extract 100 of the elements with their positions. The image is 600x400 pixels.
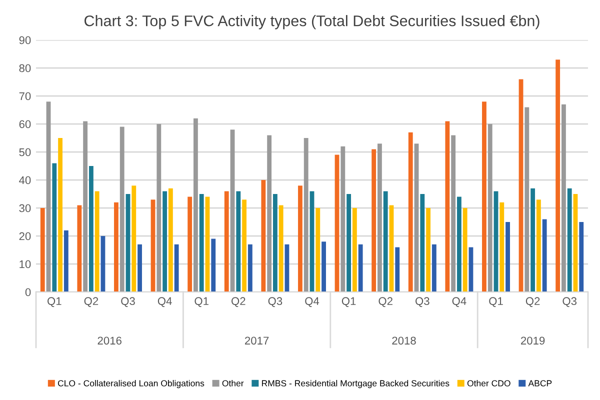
bar (506, 222, 510, 292)
bar (426, 208, 430, 292)
bar (530, 188, 536, 292)
bar (456, 196, 462, 292)
x-tick-label: Q3 (416, 297, 430, 308)
x-tick-label: Q1 (194, 297, 208, 308)
bar (205, 196, 210, 292)
bar (432, 244, 436, 292)
bar (346, 194, 352, 292)
text: 2019 (521, 336, 545, 345)
bar (408, 132, 413, 292)
bar (500, 202, 504, 292)
bar (100, 236, 106, 292)
bar (77, 205, 82, 292)
bar (524, 107, 530, 292)
legend-label: ABCP (528, 380, 552, 386)
x-tick-label: Q2 (526, 297, 540, 308)
y-tick-label: 70 (19, 92, 31, 100)
x-tick-label: Q2 (84, 297, 98, 308)
bar (567, 188, 572, 292)
bar (322, 242, 326, 292)
x-tick-label: Q1 (342, 297, 356, 308)
bar (174, 244, 179, 292)
bar (494, 191, 498, 292)
bar (138, 244, 142, 292)
bar (162, 191, 168, 292)
bar (126, 194, 130, 292)
bar (518, 79, 524, 292)
bar (224, 191, 229, 292)
bar (132, 186, 136, 292)
x-tick-label: Q2 (378, 297, 392, 308)
y-tick-label: 10 (20, 260, 31, 268)
bar (88, 166, 94, 292)
bar (378, 144, 382, 292)
bar (562, 104, 566, 292)
x-tick-label: Q1 (489, 297, 503, 308)
bar (168, 188, 173, 292)
y-tick-label: 20 (19, 232, 31, 240)
bar (120, 126, 124, 292)
x-tick-label: Q3 (562, 297, 577, 308)
bar (156, 124, 162, 292)
bar (334, 154, 340, 292)
x-tick-label: Q2 (232, 297, 246, 308)
y-tick-label: 90 (19, 36, 31, 44)
bar (340, 146, 346, 292)
bar (468, 247, 474, 292)
bar (272, 194, 278, 292)
bar (389, 205, 394, 292)
bar (383, 191, 388, 292)
bar (316, 208, 320, 292)
x-tick-label: Q4 (452, 297, 466, 308)
legend-label: Other (222, 380, 244, 386)
bar (310, 191, 314, 292)
bar (372, 149, 376, 292)
x-tick-label: Q4 (305, 297, 320, 308)
bar (451, 135, 456, 292)
y-tick-label: 0 (25, 288, 31, 296)
bar (236, 191, 241, 292)
bar (46, 102, 51, 292)
bar (230, 130, 235, 292)
x-tick-label: Q1 (48, 297, 62, 308)
bar (83, 121, 88, 292)
bar (482, 102, 486, 292)
bar (261, 180, 266, 292)
bar (194, 118, 198, 292)
text: 2017 (245, 336, 269, 345)
y-tick-label: 30 (19, 204, 31, 212)
bar (199, 194, 204, 292)
bar (58, 138, 62, 292)
bar (445, 121, 450, 292)
bar (52, 163, 57, 292)
bar (242, 200, 246, 292)
bar (40, 208, 45, 292)
y-tick-label: 40 (19, 176, 31, 184)
bar (462, 208, 468, 292)
bar (150, 200, 156, 292)
bar (573, 194, 578, 292)
x-tick-label: Q3 (268, 297, 282, 308)
bar (64, 230, 68, 292)
bar (211, 238, 216, 292)
y-tick-label: 80 (19, 64, 31, 72)
x-tick-label: Q3 (121, 297, 135, 308)
bar (188, 196, 192, 292)
bar (488, 124, 492, 292)
bar (420, 194, 425, 292)
bar (542, 219, 547, 292)
legend-label: CLO - Collateralised Loan Obligations (58, 380, 204, 388)
bar (358, 244, 363, 292)
text: 2018 (392, 336, 416, 345)
y-tick-label: 60 (19, 120, 31, 128)
bar (536, 200, 541, 292)
bar (556, 60, 560, 292)
bar (248, 244, 252, 292)
legend-label: Other CDO (467, 380, 510, 386)
bar (114, 202, 118, 292)
bar (352, 208, 357, 292)
bar (414, 144, 419, 292)
bar (298, 186, 302, 292)
bar (94, 191, 100, 292)
x-tick-label: Q4 (158, 297, 172, 308)
